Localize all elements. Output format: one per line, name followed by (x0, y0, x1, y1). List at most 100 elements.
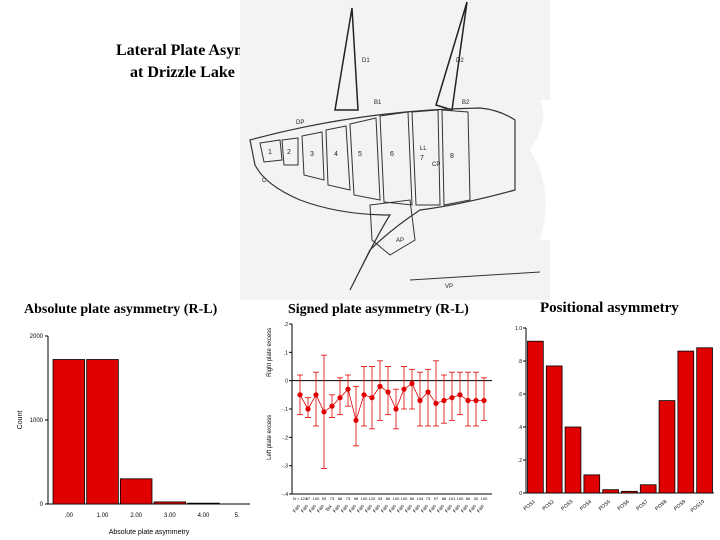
x-tick-n-label: 80 (466, 496, 471, 501)
y-tick-label: -.1 (282, 407, 288, 413)
data-point (425, 389, 431, 395)
x-group-label: Fas (428, 503, 438, 514)
x-tick-label: POS10 (690, 499, 706, 514)
x-tick-n-label: 58 (338, 496, 343, 501)
y-tick-label: 0 (40, 502, 44, 508)
plate-8 (441, 109, 471, 206)
y-tick-label: .2 (284, 322, 288, 328)
x-group-label: Fas (332, 503, 342, 514)
plate-2 (281, 137, 299, 166)
data-point (393, 406, 399, 412)
data-point (321, 409, 327, 415)
x-tick-label: POS9 (673, 499, 687, 512)
label-plate-3: 3 (310, 151, 314, 158)
x-tick-label: POS7 (635, 499, 649, 512)
x-tick-n-label: 86 (442, 496, 447, 501)
x-tick-label: POS3 (560, 499, 574, 512)
y-label-left-excess: Left plate excess (267, 415, 273, 460)
slide-title-line2: at Drizzle Lake (130, 64, 235, 81)
y-tick-label: 1000 (30, 418, 44, 424)
pelvic-line (409, 271, 541, 281)
plate-ap (369, 199, 416, 256)
data-point (305, 406, 311, 412)
x-tick-n-label: 93 (322, 496, 327, 501)
label-cp: CP (432, 162, 440, 168)
x-tick-n-label: 100 (401, 496, 408, 501)
label-plate-7: 7 (420, 155, 424, 162)
x-group-label: Fas (340, 503, 350, 514)
bar (86, 359, 119, 505)
x-group-label: Fas (460, 503, 470, 514)
plate-6 (379, 111, 413, 206)
x-group-label: Fas (388, 503, 398, 514)
y-tick-label: .2 (518, 458, 522, 464)
bar (583, 474, 601, 494)
label-c: C (262, 178, 267, 184)
data-point (313, 392, 319, 398)
data-point (297, 392, 303, 398)
bar (658, 400, 676, 494)
data-point (361, 392, 367, 398)
x-group-label: Fas (444, 503, 454, 514)
x-group-label: Fas (308, 503, 318, 514)
x-tick-n-label: 100 (481, 496, 488, 501)
x-group-label: Fas (348, 503, 358, 514)
bar (564, 426, 582, 494)
x-axis-label: Absolute plate asymmetry (109, 529, 190, 536)
y-tick-label: -.4 (282, 492, 288, 498)
plate-3 (301, 131, 325, 181)
data-point (337, 395, 343, 401)
x-tick-n-label: 73 (346, 496, 351, 501)
fish-plate-illustration: D1 D2 B1 B2 DP LL CP AP VP C 1 2 3 4 5 6… (240, 0, 550, 300)
x-tick-n-label: 80 (410, 496, 415, 501)
x-tick-n-label: 33 (378, 496, 383, 501)
x-tick-n-label: 98 (354, 496, 359, 501)
x-group-label: Fas (420, 503, 430, 514)
bar (621, 490, 638, 494)
x-group-label: Tsx (324, 503, 334, 513)
x-tick-label: 1.00 (97, 513, 109, 519)
x-group-label: Fas (404, 503, 414, 514)
bar (153, 501, 187, 505)
chart3-title: Positional asymmetry (540, 300, 679, 316)
data-point (409, 380, 415, 387)
illustration-cutout (530, 100, 550, 240)
y-tick-label: .8 (518, 359, 522, 365)
label-vp: VP (445, 284, 453, 290)
plate-7 (411, 109, 441, 206)
y-tick-label: 2000 (30, 334, 44, 340)
x-group-label: Fas (396, 503, 406, 514)
y-tick-label: -.3 (282, 464, 288, 470)
x-tick-label: POS4 (579, 499, 593, 512)
x-tick-n-label: 100 (361, 496, 368, 501)
chart1-title: Absolute plate asymmetry (R-L) (24, 302, 218, 317)
x-group-label: Fas (468, 503, 478, 514)
x-group-label: Fas (356, 503, 366, 514)
x-tick-n-label: 80 (386, 496, 391, 501)
data-point (449, 395, 455, 401)
plate-4 (325, 125, 351, 191)
data-point (401, 386, 407, 392)
x-group-label: Fas (476, 503, 486, 514)
chart-signed-asymmetry: -.4-.3-.2-.10.1.2N = 121Fas87Fas100Fas93… (267, 322, 492, 514)
x-tick-n-label: 100 (393, 496, 400, 501)
chart-positional-asymmetry: 0 .2 .4 .6 .8 1.0 POS1 POS2 POS3 POS4 POS5 POS6 POS7… (515, 326, 714, 514)
x-tick-n-label: 73 (330, 496, 335, 501)
label-plate-8: 8 (450, 153, 454, 160)
chart-absolute-asymmetry: 0 1000 2000 .00 1.00 2.00 3.00 4.00 5. Absolute p… (17, 334, 250, 536)
x-tick-n-label: 101 (449, 496, 456, 501)
plate-1 (259, 139, 283, 163)
data-point (457, 392, 463, 398)
x-tick-n-label: 134 (417, 496, 424, 501)
label-b2: B2 (462, 100, 470, 106)
data-point (465, 397, 471, 404)
x-group-label: Fas (412, 503, 422, 514)
x-tick-label: 3.00 (164, 513, 176, 519)
bar (639, 484, 657, 494)
x-tick-n-label: 120 (369, 496, 376, 501)
x-tick-n-label: 100 (457, 496, 464, 501)
data-point (417, 397, 423, 404)
bar (52, 359, 86, 505)
body-outline (249, 107, 516, 291)
data-point (345, 386, 351, 392)
